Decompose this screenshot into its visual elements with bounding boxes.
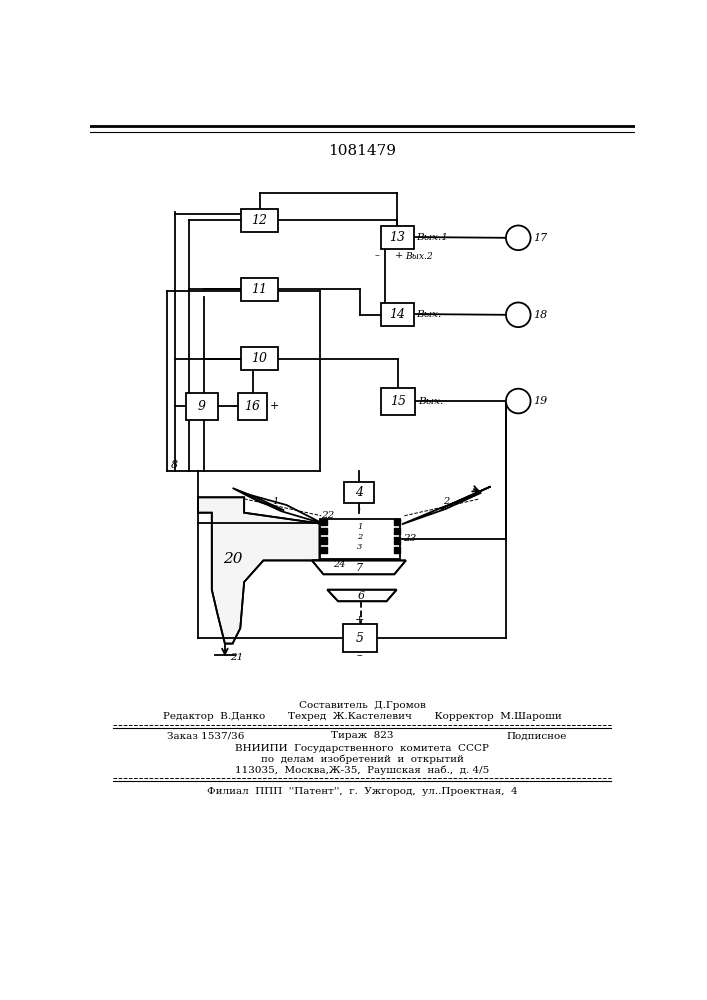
Bar [320,519,400,559]
Text: 1081479: 1081479 [328,144,396,158]
Text: 20: 20 [223,552,243,566]
Text: 9: 9 [198,400,206,413]
Text: 1: 1 [271,497,278,506]
Text: 3: 3 [357,543,362,551]
Text: 15: 15 [390,395,406,408]
Text: 14: 14 [390,308,405,321]
Bar [241,209,278,232]
Text: –: – [230,401,235,411]
Text: 17: 17 [534,233,548,243]
Bar [241,347,278,370]
Polygon shape [312,560,406,574]
Text: 22: 22 [321,511,334,520]
Text: 19: 19 [534,396,548,406]
Text: 7: 7 [356,563,363,573]
Text: ↓: ↓ [356,504,363,512]
Text: 1: 1 [357,523,362,531]
Text: 18: 18 [534,310,548,320]
Circle shape [506,225,530,250]
Bar [381,226,414,249]
Bar [343,624,377,652]
Text: 2: 2 [443,497,449,506]
Text: Вых.2: Вых.2 [405,252,433,261]
Text: Вых.: Вых. [418,397,443,406]
Text: 6: 6 [358,591,365,601]
Text: 24: 24 [333,560,345,569]
Text: 10: 10 [252,352,267,365]
Text: Тираж  823: Тираж 823 [331,732,393,740]
Text: 11: 11 [252,283,267,296]
Text: Вых.: Вых. [416,310,442,319]
Text: Редактор  В.Данко       Техред  Ж.Кастелевич       Корректор  М.Шароши: Редактор В.Данко Техред Ж.Кастелевич Кор… [163,712,561,721]
Text: 4: 4 [355,486,363,499]
Text: +: + [269,401,279,411]
Bar [241,278,278,301]
Text: +: + [395,251,403,260]
Text: 13: 13 [390,231,405,244]
Polygon shape [327,590,397,601]
Text: по  делам  изобретений  и  открытий: по делам изобретений и открытий [260,754,463,764]
Text: 5: 5 [356,632,363,645]
Text: +: + [355,615,364,625]
Text: Подписное: Подписное [506,732,567,740]
Circle shape [506,389,530,413]
Polygon shape [198,497,320,644]
Text: Вых.1: Вых.1 [416,233,448,242]
Text: 12: 12 [252,214,267,227]
Text: 23: 23 [403,534,416,543]
Text: Филиал  ППП  ''Патент'',  г.  Ужгород,  ул..Проектная,  4: Филиал ППП ''Патент'', г. Ужгород, ул..П… [206,787,518,796]
Text: 113035,  Москва,Ж-35,  Раушская  наб.,  д. 4/5: 113035, Москва,Ж-35, Раушская наб., д. 4… [235,765,489,775]
Circle shape [506,302,530,327]
Text: –: – [357,650,363,660]
Text: 2: 2 [357,533,362,541]
Text: ВНИИПИ  Государственного  комитета  СССР: ВНИИПИ Государственного комитета СССР [235,744,489,753]
Text: 16: 16 [245,400,261,413]
Bar [381,388,415,415]
Text: –: – [375,251,380,260]
Text: 8: 8 [171,460,178,470]
Text: 21: 21 [230,653,243,662]
Text: Составитель  Д.Громов: Составитель Д.Громов [298,701,426,710]
Bar [344,482,373,503]
Bar [186,393,218,420]
Text: Заказ 1537/36: Заказ 1537/36 [167,732,245,740]
Bar [238,393,267,420]
Bar [381,303,414,326]
